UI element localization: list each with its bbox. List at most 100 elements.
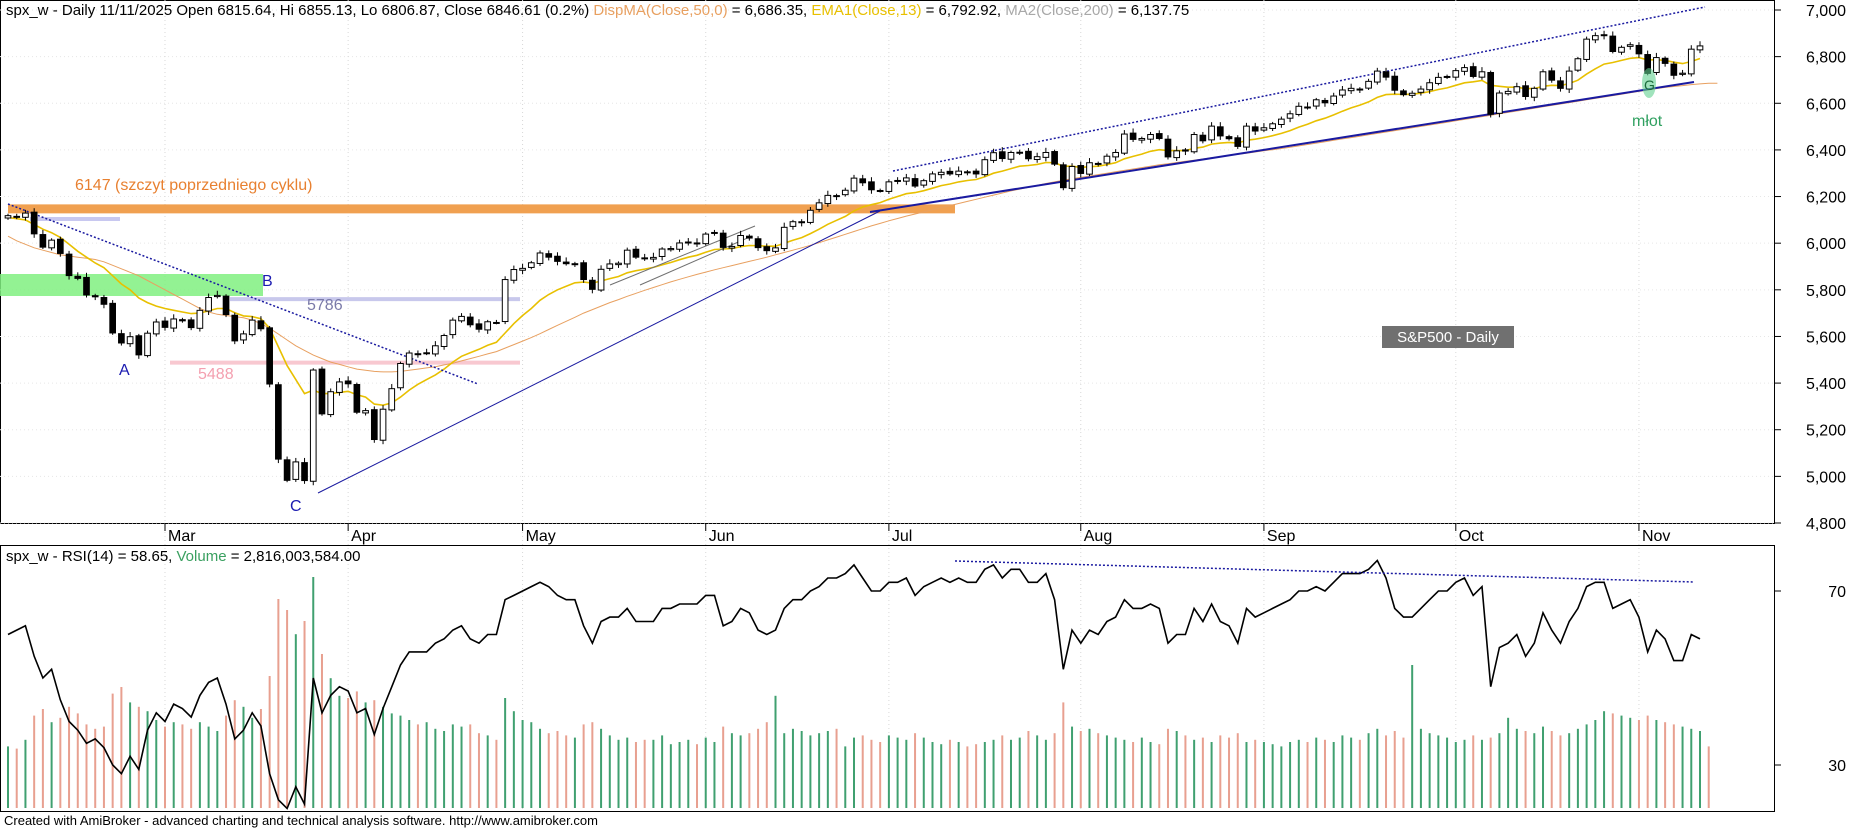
candle-down [266, 327, 273, 385]
candle-up [606, 263, 614, 269]
volume-bar [94, 728, 97, 808]
volume-bar [1297, 739, 1300, 808]
volume-bar [329, 678, 332, 808]
volume-bar [905, 739, 908, 808]
volume-bar [975, 744, 978, 808]
volume-bar [1315, 737, 1318, 808]
volume-bars [7, 577, 1710, 808]
candle-down [91, 295, 99, 298]
volume-bar [146, 711, 149, 808]
candle-up [1435, 76, 1442, 84]
volume-bar [1707, 746, 1710, 808]
candle-down [946, 170, 954, 175]
candle-up [22, 212, 29, 218]
volume-bar [1603, 711, 1606, 808]
volume-bar [634, 742, 637, 808]
volume-bar [678, 742, 681, 808]
volume-bar [931, 742, 934, 808]
volume-bar [1289, 742, 1292, 808]
flag-line-1 [609, 225, 756, 286]
wave-b-label: B [262, 273, 273, 290]
price-tick-label: 5,200 [1806, 423, 1846, 440]
candle-down [135, 335, 143, 356]
volume-bar [495, 739, 498, 808]
candle-down [39, 234, 47, 248]
candle-up [1443, 75, 1451, 78]
volume-bar [1367, 733, 1370, 808]
volume-bar [1228, 737, 1231, 808]
candle-up [1330, 95, 1338, 105]
rsi-y-axis: 70 30 [1774, 545, 1846, 812]
candle-up [1365, 80, 1372, 89]
footer-credit: Created with AmiBroker - advanced charti… [4, 813, 598, 828]
volume-bar [1114, 737, 1117, 808]
trendlines [7, 6, 1706, 494]
candle-down [684, 241, 692, 244]
price-tick-label: 5,400 [1806, 376, 1846, 393]
volume-bar [591, 722, 594, 808]
candle-down [283, 459, 291, 481]
volume-bar [861, 735, 864, 808]
volume-bar [853, 737, 855, 808]
candle-up [1208, 125, 1215, 141]
volume-bar [41, 709, 44, 808]
volume-bar [7, 746, 9, 808]
rsi-line [7, 559, 1701, 810]
candle-up [850, 177, 858, 192]
candle-up [990, 152, 997, 161]
volume-bar [1446, 737, 1449, 808]
volume-bar [399, 715, 402, 808]
volume-bar [1079, 731, 1082, 808]
volume-bar [1655, 720, 1658, 808]
candle-down [1400, 90, 1407, 96]
volume-value: = 2,816,003,584.00 [226, 548, 361, 565]
candle-up [789, 221, 797, 227]
candle-up [1504, 90, 1512, 95]
volume-bar [1681, 726, 1684, 808]
candle-up [405, 352, 413, 365]
volume-bar [1166, 728, 1169, 808]
candle-down [13, 215, 21, 218]
candle-down [1548, 70, 1556, 81]
candle-down [859, 178, 867, 184]
candle-down [1077, 165, 1085, 174]
volume-bar [573, 737, 576, 808]
volume-bar [765, 722, 768, 808]
candle-up [885, 181, 893, 192]
rsi-tick-label: 70 [1828, 584, 1846, 601]
volume-bar [1637, 720, 1640, 808]
volume-bar [1533, 733, 1536, 808]
volume-bar [774, 695, 777, 808]
candle-up [658, 248, 666, 257]
candle-down [161, 320, 169, 328]
volume-bar [1236, 733, 1239, 808]
candle-up [833, 195, 840, 198]
volume-bar [608, 735, 611, 808]
volume-bar [1245, 742, 1248, 808]
candle-up [292, 461, 300, 480]
candle-up [1103, 155, 1111, 164]
volume-bar [992, 739, 995, 808]
volume-bar [1498, 733, 1501, 808]
volume-bar [1385, 735, 1388, 808]
volume-bar [748, 733, 751, 808]
volume-bar [1463, 739, 1466, 808]
volume-bar [1193, 739, 1196, 808]
volume-bar [477, 733, 480, 808]
rsi-trendline [954, 560, 1695, 583]
volume-bar [190, 728, 193, 808]
volume-bar [844, 746, 847, 808]
candle-up [841, 189, 849, 196]
candle-up [196, 309, 204, 329]
volume-bar [1053, 733, 1056, 808]
rsi-divergence-line [954, 560, 1695, 583]
volume-bar [1140, 737, 1143, 808]
volume-bar [1507, 717, 1510, 808]
volume-bar [85, 724, 88, 808]
candle-up [1679, 72, 1686, 75]
candle-down [370, 409, 378, 441]
candle-up [458, 315, 465, 322]
volume-bar [1201, 737, 1204, 808]
candle-up [240, 333, 247, 341]
